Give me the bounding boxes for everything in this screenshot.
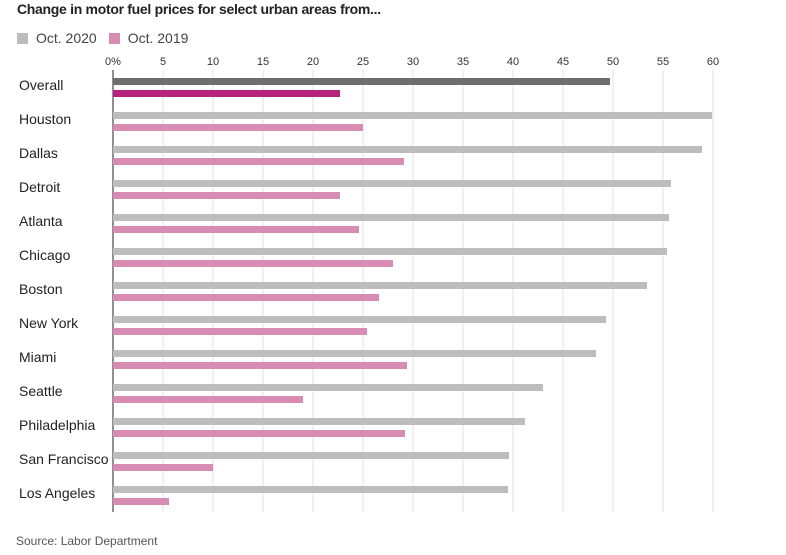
bar-miami-oct-2020	[113, 350, 596, 357]
bar-houston-oct-2019	[113, 124, 363, 131]
tick-label-5: 5	[160, 56, 166, 68]
source-note: Source: Labor Department	[16, 534, 158, 548]
bar-atlanta-oct-2020	[113, 214, 669, 221]
bar-atlanta-oct-2019	[113, 226, 359, 233]
tick-label-50: 50	[607, 56, 619, 68]
tick-label-25: 25	[357, 56, 369, 68]
legend-swatch-oct-2019	[108, 32, 120, 44]
tick-label-45: 45	[557, 56, 569, 68]
bar-miami-oct-2019	[113, 362, 407, 369]
chart-title: Change in motor fuel prices for select u…	[17, 1, 381, 17]
bar-seattle-oct-2020	[113, 384, 543, 391]
category-label-los-angeles: Los Angeles	[19, 485, 95, 501]
bar-los-angeles-oct-2020	[113, 486, 508, 493]
bar-houston-oct-2020	[113, 112, 712, 119]
legend-item-oct-2020: Oct. 2020	[17, 30, 97, 46]
bar-boston-oct-2019	[113, 294, 379, 301]
category-label-atlanta: Atlanta	[19, 213, 63, 229]
tick-label-0: 0%	[105, 56, 121, 68]
tick-label-60: 60	[707, 56, 719, 68]
tick-label-55: 55	[657, 56, 669, 68]
bar-dallas-oct-2019	[113, 158, 404, 165]
category-label-houston: Houston	[19, 111, 71, 127]
category-label-new-york: New York	[19, 315, 79, 331]
tick-label-20: 20	[307, 56, 319, 68]
bar-chicago-oct-2020	[113, 248, 667, 255]
legend-item-oct-2019: Oct. 2019	[108, 30, 189, 46]
bar-overall-oct-2019	[113, 90, 340, 97]
bar-philadelphia-oct-2020	[113, 418, 525, 425]
bar-los-angeles-oct-2019	[113, 498, 169, 505]
category-label-dallas: Dallas	[19, 145, 58, 161]
bar-seattle-oct-2019	[113, 396, 303, 403]
legend-label-oct-2020: Oct. 2020	[36, 30, 97, 46]
category-label-philadelphia: Philadelphia	[19, 417, 95, 433]
category-label-boston: Boston	[19, 281, 63, 297]
legend-label-oct-2019: Oct. 2019	[127, 30, 189, 46]
bar-detroit-oct-2019	[113, 192, 340, 199]
bar-philadelphia-oct-2019	[113, 430, 405, 437]
tick-label-40: 40	[507, 56, 519, 68]
category-label-seattle: Seattle	[19, 383, 63, 399]
tick-label-15: 15	[257, 56, 269, 68]
tick-label-30: 30	[407, 56, 419, 68]
bar-dallas-oct-2020	[113, 146, 702, 153]
tick-label-35: 35	[457, 56, 469, 68]
category-label-detroit: Detroit	[19, 179, 60, 195]
tick-label-10: 10	[207, 56, 219, 68]
legend: Oct. 2020 Oct. 2019	[17, 29, 200, 47]
bar-new-york-oct-2020	[113, 316, 606, 323]
bar-detroit-oct-2020	[113, 180, 671, 187]
bar-new-york-oct-2019	[113, 328, 367, 335]
bar-chicago-oct-2019	[113, 260, 393, 267]
bar-overall-oct-2020	[113, 78, 610, 85]
category-label-chicago: Chicago	[19, 247, 71, 263]
bar-san-francisco-oct-2020	[113, 452, 509, 459]
bar-boston-oct-2020	[113, 282, 647, 289]
legend-swatch-oct-2020	[17, 32, 28, 44]
category-label-overall: Overall	[19, 77, 63, 93]
category-label-san-francisco: San Francisco	[19, 451, 109, 467]
category-label-miami: Miami	[19, 349, 56, 365]
bar-san-francisco-oct-2019	[113, 464, 213, 471]
